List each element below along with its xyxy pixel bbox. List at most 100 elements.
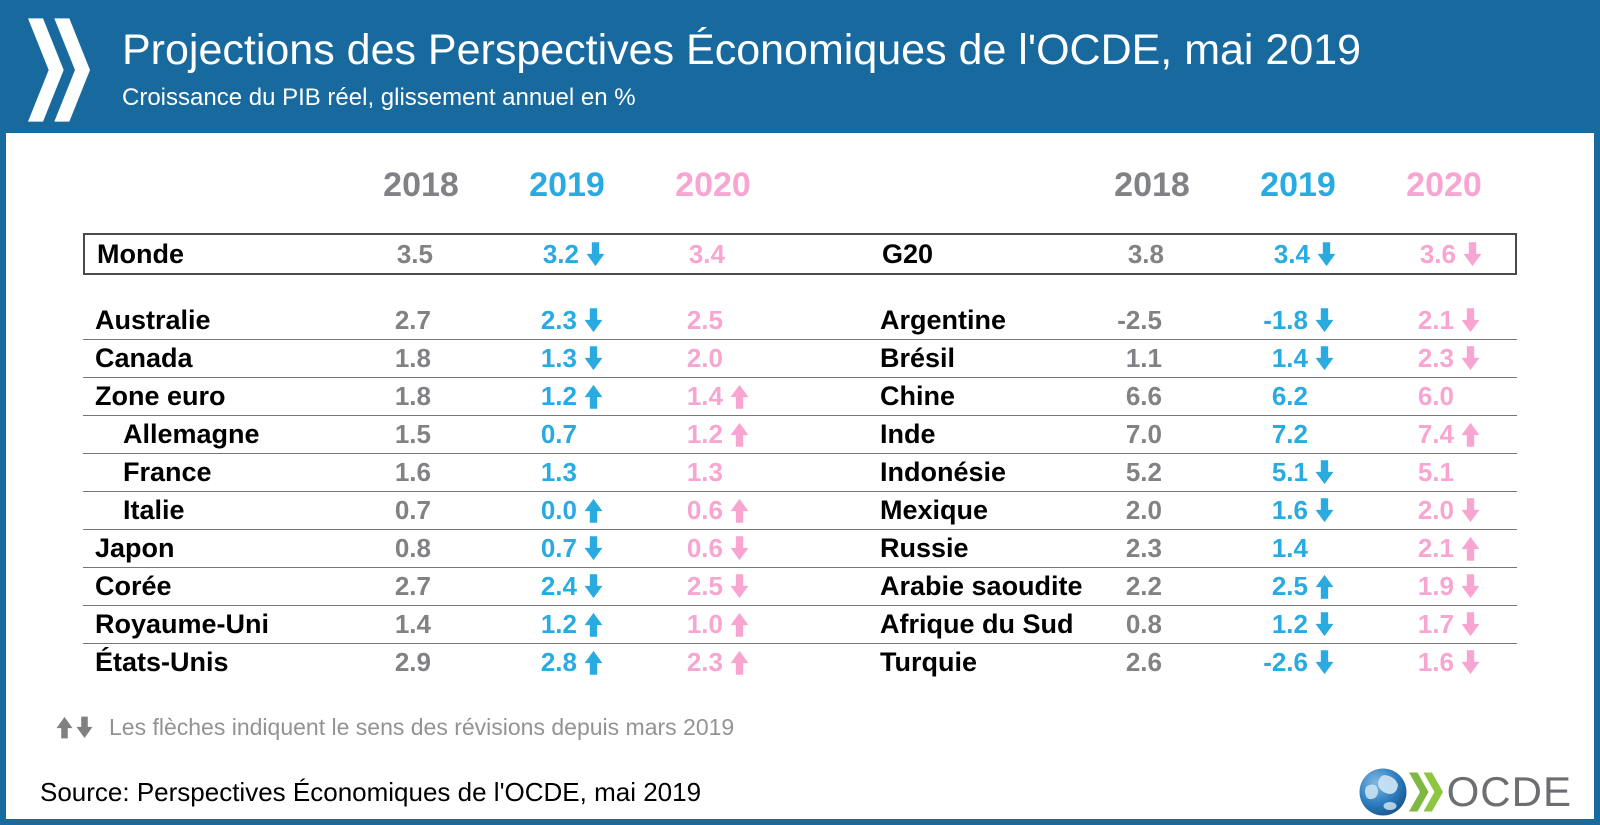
value: 2.0 <box>686 343 723 373</box>
value-cell-2018: 0.8 <box>348 530 494 567</box>
double-chevron-icon <box>28 17 90 122</box>
country-label: Inde <box>880 419 936 449</box>
revision-arrow-slot <box>723 498 766 523</box>
value: 1.6 <box>394 457 431 487</box>
value-cell-2020: 1.7 <box>1371 606 1517 643</box>
value-cell-2020: 3.6 <box>1373 235 1519 273</box>
revision-arrow-slot <box>1454 422 1497 447</box>
down-arrow-icon <box>730 574 749 599</box>
value: 5.2 <box>1125 457 1162 487</box>
footer: Source: Perspectives Économiques de l'OC… <box>40 764 1572 819</box>
revision-arrow-slot <box>723 384 766 409</box>
down-arrow-icon <box>584 574 603 599</box>
legend-text: Les flèches indiquent le sens des révisi… <box>109 713 735 740</box>
table-row: Zone euro 1.8 1.2 1.4 Chine 6.6 6.2 6.0 <box>83 378 1517 416</box>
down-arrow-icon <box>1315 346 1334 371</box>
value-cell-2018: 5.2 <box>1079 454 1225 491</box>
value-cell-2019: 1.3 <box>494 340 640 377</box>
down-arrow-icon <box>1463 241 1482 266</box>
value-cell-2019: 2.8 <box>494 644 640 681</box>
value-cell-2018: 2.7 <box>348 568 494 605</box>
revision-arrow-slot <box>1308 346 1351 371</box>
country-label: Russie <box>880 533 969 563</box>
down-arrow-icon <box>584 308 603 333</box>
value: 3.2 <box>542 238 579 269</box>
value-cell-2018: 6.6 <box>1079 378 1225 415</box>
value: 2.3 <box>686 647 723 677</box>
value: 0.7 <box>540 533 577 563</box>
country-label: Chine <box>880 381 956 411</box>
down-arrow-icon <box>584 536 603 561</box>
year-header-2018: 2018 <box>383 165 459 204</box>
value: 7.2 <box>1271 419 1308 449</box>
revision-arrow-slot <box>577 612 620 637</box>
down-arrow-icon <box>76 716 93 738</box>
revision-arrow-slot <box>579 241 622 267</box>
value-cell-2020: 1.3 <box>640 454 786 491</box>
revision-arrow-slot <box>1454 650 1497 675</box>
down-arrow-icon <box>586 241 605 266</box>
country-label: Allemagne <box>123 419 260 449</box>
revision-arrow-slot <box>1310 241 1353 267</box>
country-label: Arabie saoudite <box>880 571 1083 601</box>
value-cell-2019: 1.2 <box>494 378 640 415</box>
value-cell-2020: 2.5 <box>640 302 786 339</box>
up-arrow-icon <box>730 384 749 409</box>
value: 3.8 <box>1127 238 1164 269</box>
value-cell-2018: 2.3 <box>1079 530 1225 567</box>
value: 2.6 <box>1125 647 1162 677</box>
value: -1.8 <box>1263 305 1308 335</box>
table-row: Japon 0.8 0.7 0.6 Russie 2.3 1.4 2.1 <box>83 530 1517 568</box>
value: 0.8 <box>394 533 431 563</box>
value-cell-2018: 1.1 <box>1079 340 1225 377</box>
revision-arrow-slot <box>577 650 620 675</box>
table-row: France 1.6 1.3 1.3 Indonésie 5.2 5.1 5.1 <box>83 454 1517 492</box>
value: 1.2 <box>540 381 577 411</box>
value: 2.3 <box>1417 343 1454 373</box>
country-label: Argentine <box>880 305 1007 335</box>
up-arrow-icon <box>584 384 603 409</box>
up-arrow-icon <box>730 498 749 523</box>
value: 2.1 <box>1417 305 1454 335</box>
value: 2.0 <box>1125 495 1162 525</box>
value-cell-2020: 2.0 <box>640 340 786 377</box>
value: -2.6 <box>1263 647 1308 677</box>
value: 1.2 <box>1271 609 1308 639</box>
revision-arrow-slot <box>1308 574 1351 599</box>
value-cell-2018: 7.0 <box>1079 416 1225 453</box>
value-cell-2020: 0.6 <box>640 492 786 529</box>
country-label: Canada <box>95 343 193 373</box>
value-cell-2019: 1.4 <box>1225 530 1371 567</box>
table-row: Australie 2.7 2.3 2.5 Argentine -2.5 -1.8 2.1 <box>83 302 1517 340</box>
value-cell-2018: 1.6 <box>348 454 494 491</box>
revision-arrow-slot <box>1308 460 1351 485</box>
value-cell-2020: 1.9 <box>1371 568 1517 605</box>
value: 2.7 <box>394 305 431 335</box>
value-cell-2020: 6.0 <box>1371 378 1517 415</box>
up-arrow-icon <box>730 422 749 447</box>
revision-arrow-slot <box>1454 498 1497 523</box>
table-row: États-Unis 2.9 2.8 2.3 Turquie 2.6 -2.6 1.6 <box>83 644 1517 681</box>
value-cell-2019: 0.7 <box>494 416 640 453</box>
value-cell-2019: -1.8 <box>1225 302 1371 339</box>
up-arrow-icon <box>730 612 749 637</box>
value-cell-2018: 1.8 <box>348 340 494 377</box>
value: 1.5 <box>394 419 431 449</box>
value-cell-2020: 1.6 <box>1371 644 1517 681</box>
revision-arrow-slot <box>1308 308 1351 333</box>
value-cell-2020: 2.0 <box>1371 492 1517 529</box>
value: 3.4 <box>1273 238 1310 269</box>
year-header-2019: 2019 <box>529 165 605 204</box>
value-cell-2019: 7.2 <box>1225 416 1371 453</box>
revision-arrow-slot <box>577 498 620 523</box>
revision-arrow-slot <box>1454 346 1497 371</box>
value: 1.4 <box>1271 343 1308 373</box>
header-band: Projections des Perspectives Économiques… <box>6 6 1594 133</box>
down-arrow-icon <box>1315 498 1334 523</box>
revision-arrow-slot <box>577 536 620 561</box>
country-label: Japon <box>95 533 175 563</box>
up-arrow-icon <box>56 716 73 738</box>
value: 1.6 <box>1417 647 1454 677</box>
value-cell-2019: 0.7 <box>494 530 640 567</box>
value: 1.3 <box>686 457 723 487</box>
